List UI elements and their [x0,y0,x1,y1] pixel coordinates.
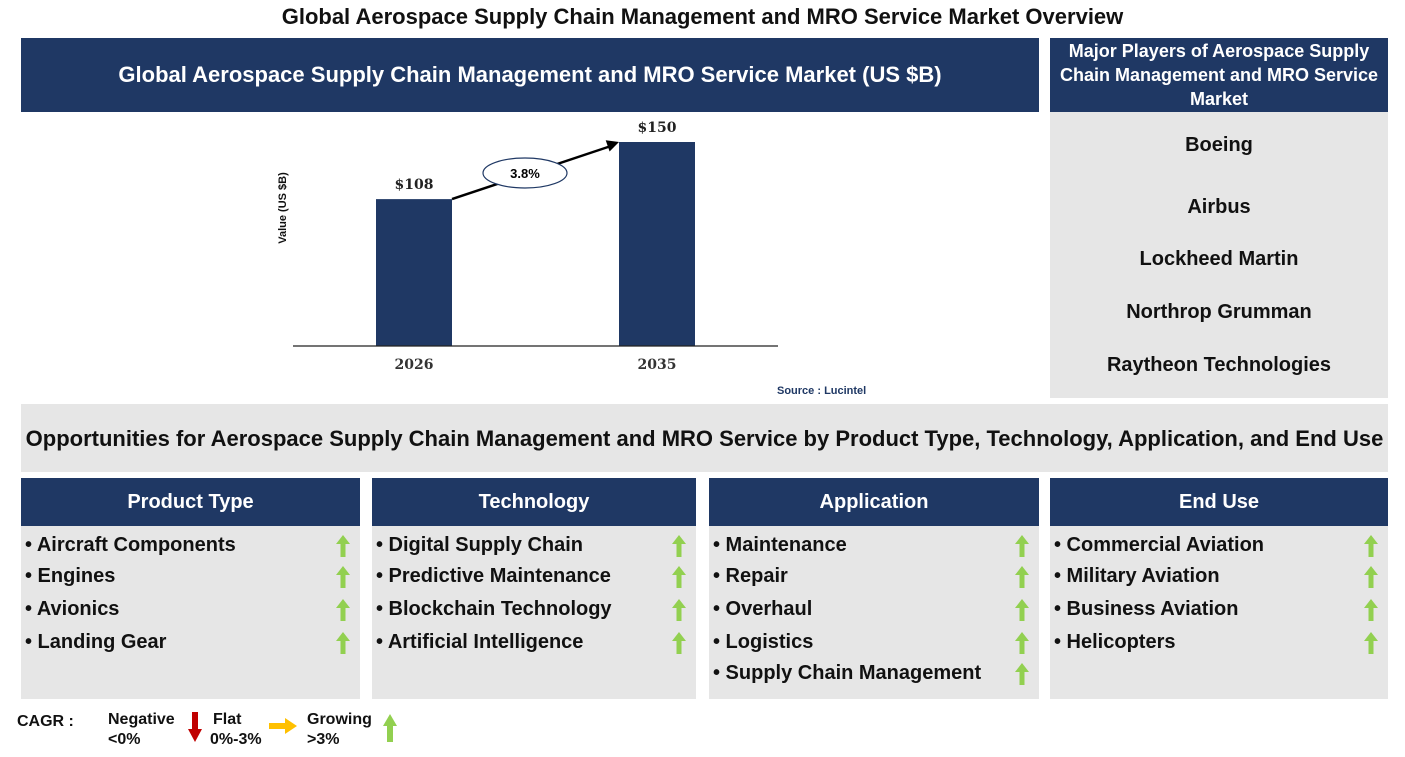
players-panel: Boeing Airbus Lockheed Martin Northrop G… [1050,112,1388,398]
segment-item: • Repair [713,565,788,587]
segment-item: • Helicopters [1054,631,1176,653]
up-arrow-icon [672,566,686,588]
up-arrow-icon [1015,535,1029,557]
player-item: Lockheed Martin [1139,248,1299,270]
segment-item: • Overhaul [713,598,813,620]
up-arrow-icon [336,632,350,654]
up-arrow-icon [672,599,686,621]
up-arrow-icon [1364,599,1378,621]
bar-chart: Value (US $B) $108 2026 $150 2035 3.8% Source … [277,120,866,397]
data-label: $108 [395,177,434,193]
segment-header-technology: Technology [372,478,696,526]
up-arrow-icon [1364,566,1378,588]
flat-label: Flat [213,711,242,728]
growing-label: Growing [307,711,372,728]
segment-item: • Military Aviation [1054,565,1220,587]
up-arrow-icon [1015,599,1029,621]
up-arrow-icon [383,714,397,742]
source-label: Source : Lucintel [777,385,866,397]
bar-2035 [619,142,695,346]
cagr-legend: CAGR : Negative <0% Flat 0%-3% Growing >… [17,708,417,753]
negative-range: <0% [108,731,141,748]
cagr-label: 3.8% [510,166,540,181]
up-arrow-icon [1015,632,1029,654]
up-arrow-icon [1364,535,1378,557]
opportunities-banner: Opportunities for Aerospace Supply Chain… [21,404,1388,472]
player-item: Raytheon Technologies [1106,354,1332,376]
cagr-arrow-head [605,140,619,152]
segment-panel-technology: • Digital Supply Chain • Predictive Maint… [372,526,696,699]
up-arrow-icon [336,566,350,588]
right-arrow-icon [269,718,297,734]
segment-item: • Supply Chain Management [713,662,982,684]
segment-item: • Avionics [25,598,120,620]
segment-item: • Digital Supply Chain [376,534,584,556]
growing-range: >3% [307,731,340,748]
x-tick-label: 2035 [638,357,677,373]
up-arrow-icon [1364,632,1378,654]
segment-item: • Engines [25,565,116,587]
segment-item: • Commercial Aviation [1054,534,1265,556]
segment-item: • Business Aviation [1054,598,1239,620]
segment-panel-application: • Maintenance • Repair • Overhaul • Logisti… [709,526,1039,699]
page-title: Global Aerospace Supply Chain Management… [281,4,1124,29]
segment-item: • Predictive Maintenance [376,565,611,587]
x-tick-label: 2026 [395,357,434,373]
segment-item: • Landing Gear [25,631,167,653]
player-item: Boeing [1185,134,1253,156]
player-item: Northrop Grumman [1126,301,1312,323]
chart-header: Global Aerospace Supply Chain Management… [21,38,1039,112]
segment-item: • Logistics [713,631,814,653]
players-header: Major Players of Aerospace Supply Chain … [1050,38,1388,112]
down-arrow-icon [188,712,202,742]
segment-item: • Blockchain Technology [376,598,612,620]
data-label: $150 [638,120,677,136]
segment-header-product-type: Product Type [21,478,360,526]
segment-panel-product-type: • Aircraft Components • Engines • Avionics… [21,526,360,699]
segment-panel-end-use: • Commercial Aviation • Military Aviation… [1050,526,1388,699]
cagr-badge [482,157,568,189]
up-arrow-icon [336,599,350,621]
up-arrow-icon [1015,663,1029,685]
bar-2026 [376,199,452,346]
segment-item: • Artificial Intelligence [376,631,584,653]
flat-range: 0%-3% [210,731,262,748]
up-arrow-icon [336,535,350,557]
up-arrow-icon [1015,566,1029,588]
segment-item: • Maintenance [713,534,847,556]
player-item: Airbus [1187,196,1251,218]
negative-label: Negative [108,711,175,728]
up-arrow-icon [672,632,686,654]
segment-header-application: Application [709,478,1039,526]
segment-header-end-use: End Use [1050,478,1388,526]
up-arrow-icon [672,535,686,557]
y-axis-label: Value (US $B) [277,172,289,244]
segment-item: • Aircraft Components [25,534,236,556]
cagr-label: CAGR : [17,713,74,730]
